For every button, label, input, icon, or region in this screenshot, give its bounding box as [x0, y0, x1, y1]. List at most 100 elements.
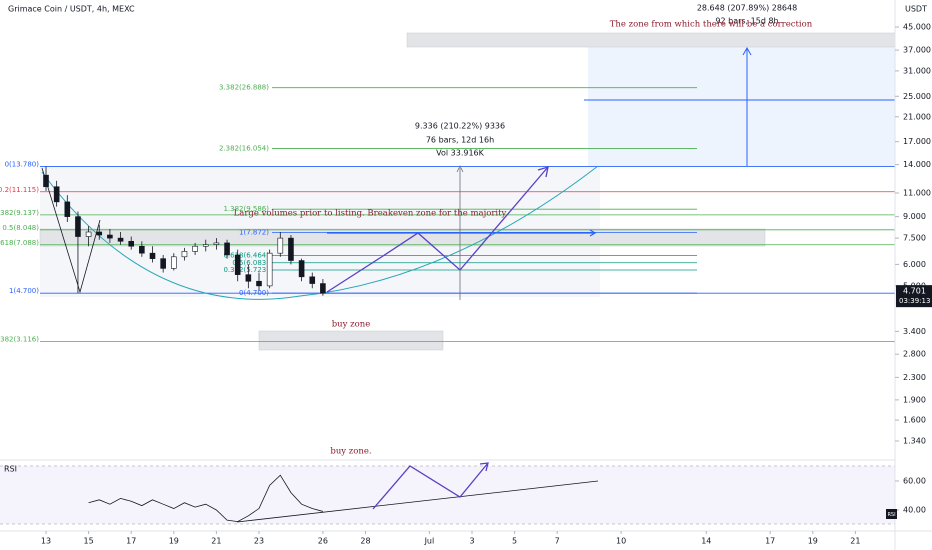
rsi-badge-label: RSI [887, 512, 895, 518]
annotation: The zone from which there will be a corr… [610, 20, 813, 30]
price-axis [895, 0, 932, 550]
fib-label: 1.382(3.116) [0, 336, 39, 344]
fib-label: 1(7.872) [239, 228, 269, 236]
fib-label: 0.382(5.723) [223, 266, 269, 274]
x-tick-label: 19 [169, 537, 179, 546]
annotation: Vol 33.916K [436, 149, 485, 158]
y-tick-label: 3.400 [903, 327, 926, 336]
candle-body [43, 174, 49, 188]
rsi-tick-label: 60.00 [903, 476, 926, 485]
x-tick-label: 15 [84, 537, 94, 546]
target-arrow [589, 229, 597, 237]
y-tick-label: 9.000 [903, 212, 926, 221]
y-tick-label: 6.000 [903, 260, 926, 269]
candle-body [96, 231, 103, 236]
candle-body [85, 231, 92, 237]
fib-label: 2.382(16.054) [219, 144, 269, 152]
rsi-label: RSI [4, 465, 17, 474]
annotation: 92 bars, 15d 8h [715, 17, 778, 26]
y-tick-label: 37.000 [903, 46, 931, 55]
rsi-line [88, 474, 324, 523]
cup-curve [41, 165, 599, 300]
x-tick-label: 17 [765, 537, 775, 546]
rsi-trendline [236, 480, 599, 523]
projection-arrow [537, 166, 549, 178]
currency-label: USDT [905, 5, 927, 14]
candle-body [288, 237, 294, 261]
candle-body [309, 276, 316, 284]
y-tick-label: 45.000 [903, 23, 931, 32]
annotation: 9.336 (210.22%) 9336 [415, 122, 505, 131]
y-tick-label: 2.300 [903, 373, 926, 382]
candle-body [64, 201, 71, 217]
x-tick-label: 21 [211, 537, 221, 546]
y-tick-label: 14.000 [903, 160, 931, 169]
y-tick-label: 2.800 [903, 350, 926, 359]
candle-body [171, 256, 177, 269]
annotation: 76 bars, 12d 16h [426, 136, 494, 145]
x-tick-label: 7 [555, 537, 560, 546]
candle-body [202, 244, 209, 247]
candle-body [277, 237, 284, 254]
fib-label: 0.382(9.137) [0, 209, 39, 217]
candle-body [213, 242, 220, 245]
candle-body [107, 234, 113, 239]
fib-label: 1.382(9.586) [223, 205, 269, 213]
annotation: 28.648 (207.89%) 28648 [697, 4, 797, 13]
axes: 45.000 37.000 31.000 25.000 21.000 17.000 14.0… [41, 23, 932, 546]
candle-body [224, 242, 230, 256]
candle-body [128, 240, 135, 247]
y-tick-label: 25.000 [903, 92, 931, 101]
rsi-badge [886, 509, 897, 519]
correction-zone [406, 32, 896, 48]
rsi-projection-arrow [479, 462, 489, 472]
trend-lines [41, 167, 101, 294]
rsi-band [0, 466, 895, 524]
x-tick-label: 17 [126, 537, 136, 546]
fib-label: 1(4.700) [9, 287, 39, 295]
y-tick-label: 11.000 [903, 188, 931, 197]
x-tick-label: 14 [701, 537, 711, 546]
fib-label: 0.618(6.464) [223, 252, 269, 260]
x-tick-label: 28 [360, 537, 370, 546]
annotation: buy zone [332, 320, 371, 330]
measure-arrow [456, 165, 464, 173]
fib-label: 3.382(26.888) [219, 84, 269, 92]
candle-body [149, 252, 156, 259]
fib-label: 0(13.780) [5, 160, 40, 168]
y-tick-label: 1.340 [903, 437, 926, 446]
chart-title: Grimace Coin / USDT, 4h, MEXC [8, 5, 135, 14]
y-tick-label: 7.500 [903, 234, 926, 243]
x-tick-label: Jul [424, 537, 435, 546]
candle-body [298, 260, 305, 278]
fib-label: 0(4.700) [239, 289, 269, 297]
candle-body [266, 252, 273, 287]
y-tick-label: 17.000 [903, 137, 931, 146]
candle-body [117, 237, 124, 242]
annotation: Large volumes prior to listing. Breakeve… [234, 209, 507, 219]
y-tick-label: 31.000 [903, 66, 931, 75]
last-price: 4.701 [903, 287, 926, 296]
x-tick-label: 23 [254, 537, 264, 546]
candle-body [139, 245, 145, 254]
buy-zone-box [258, 330, 444, 351]
y-tick-label: 1.900 [903, 395, 926, 404]
candle-body [192, 245, 198, 252]
fib-label: 0.2(11.115) [0, 186, 39, 194]
candle-body [256, 280, 262, 287]
x-tick-label: 3 [469, 537, 474, 546]
candle-body [160, 258, 166, 269]
y-tick-label: 1.600 [903, 416, 926, 425]
candle-body [181, 251, 188, 258]
candle-body [53, 186, 60, 203]
rsi-tick-label: 40.00 [903, 505, 926, 514]
annotation: buy zone. [330, 447, 371, 457]
candle-body [245, 274, 252, 282]
x-tick-label: 10 [616, 537, 626, 546]
rsi [88, 474, 324, 523]
fib-label: 0.5(8.048) [2, 224, 39, 232]
rsi-projection [372, 462, 489, 510]
x-tick-label: 26 [318, 537, 328, 546]
fib-label: 0.5(6.083) [232, 259, 269, 267]
